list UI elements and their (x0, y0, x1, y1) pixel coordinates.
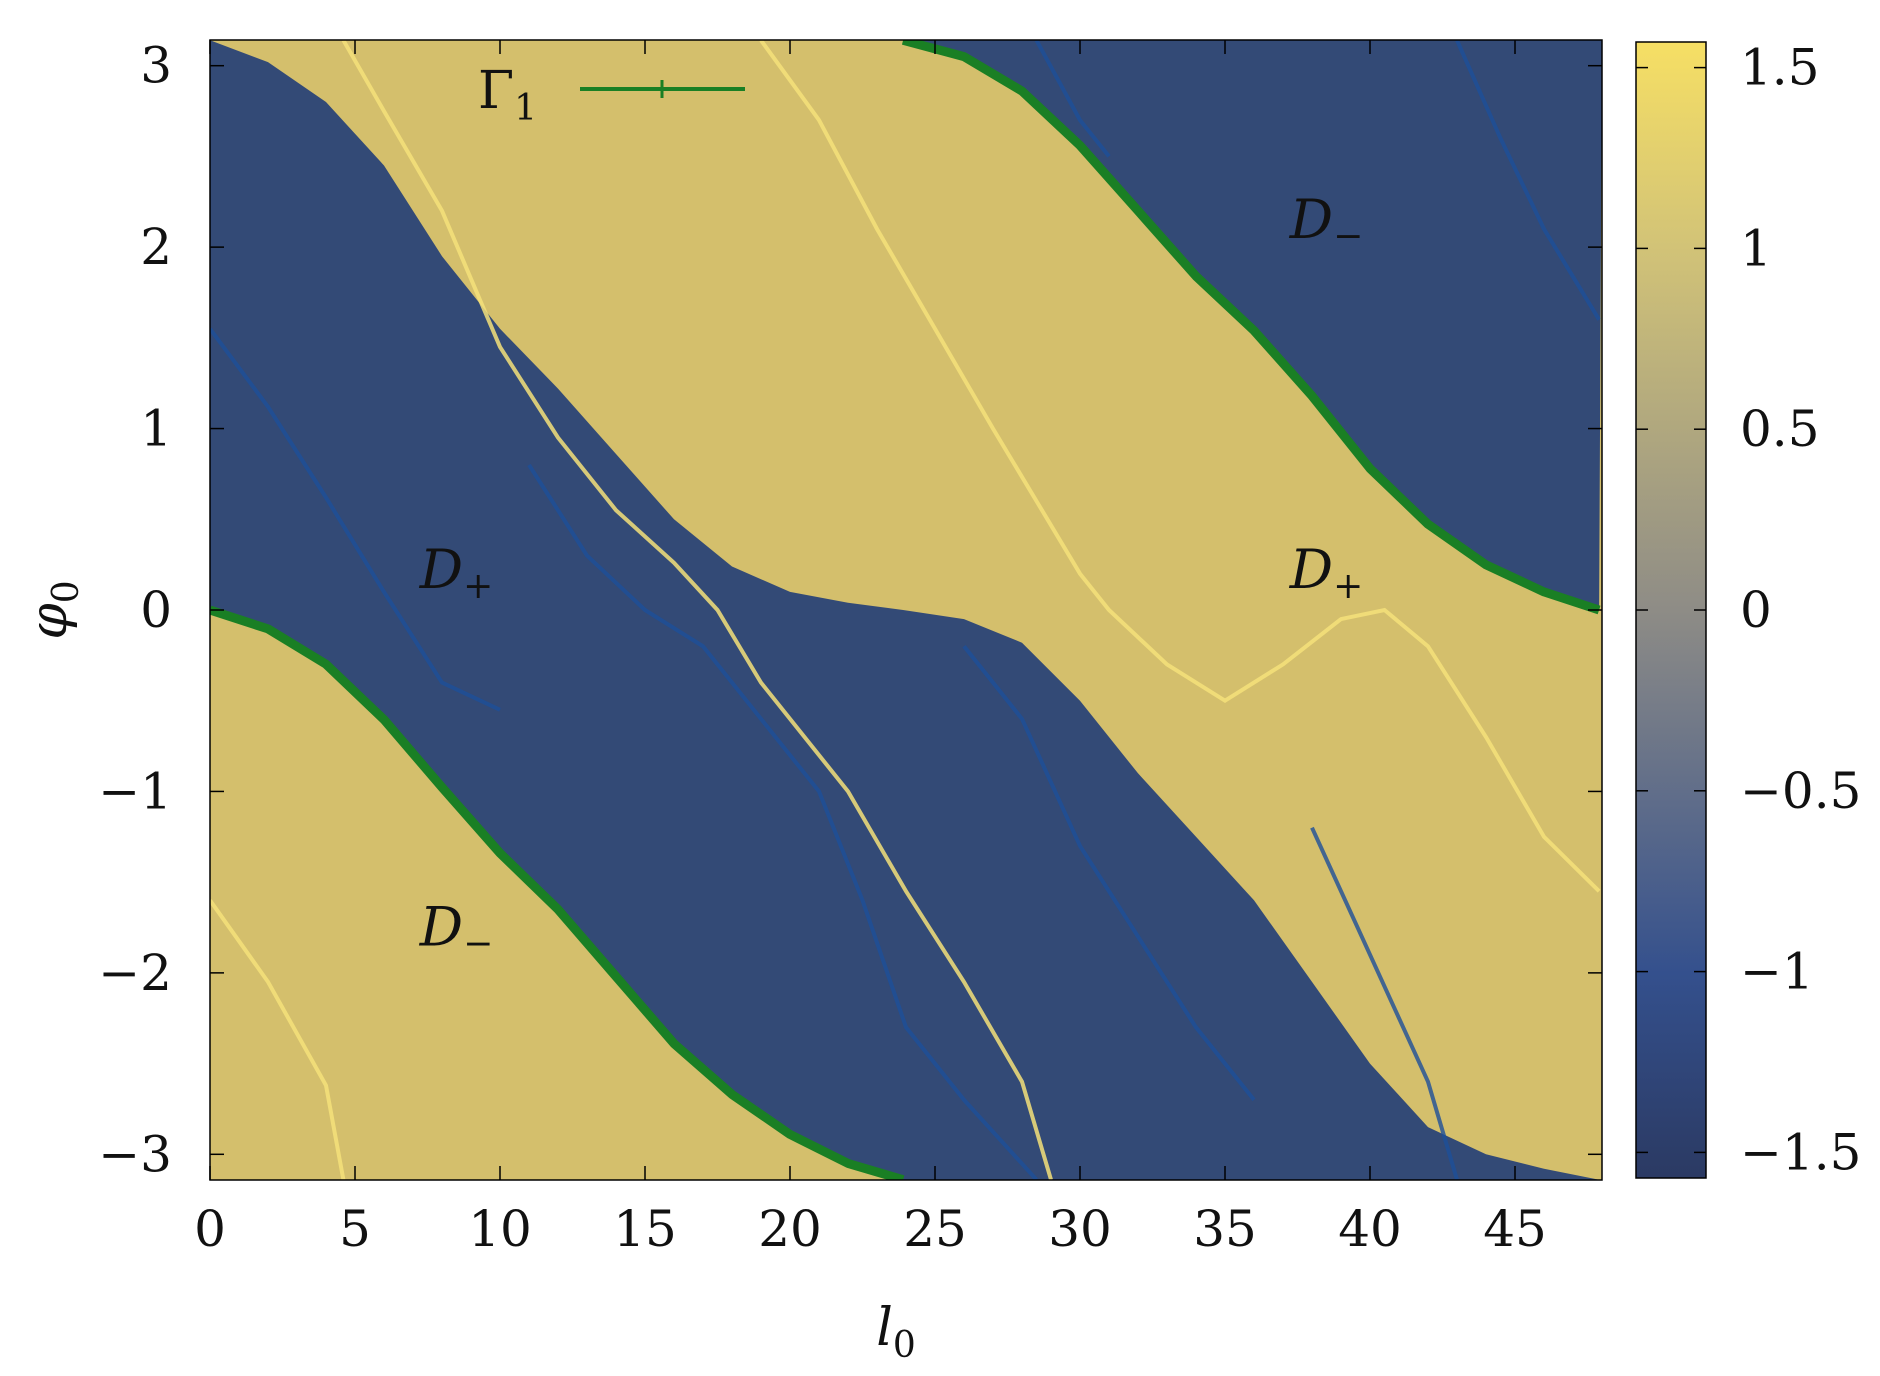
x-tick-label: 15 (613, 1200, 677, 1258)
x-tick-label: 35 (1193, 1200, 1257, 1258)
x-tick-label: 45 (1483, 1200, 1547, 1258)
axis-titles: l0 φ0 (19, 580, 916, 1366)
yellow-ridge (759, 40, 1601, 893)
x-tick-label: 20 (758, 1200, 822, 1258)
blue-ridge (1455, 40, 1601, 321)
gamma-curve-segment (210, 605, 905, 1180)
region-annotations: D+ D− D− D+ (419, 188, 1363, 965)
blue-ridge (527, 463, 1038, 1180)
x-axis-title: l0 (876, 1298, 916, 1366)
region-label: D+ (419, 538, 493, 607)
y-tick-label: −3 (98, 1125, 172, 1183)
x-tick-label: 25 (903, 1200, 967, 1258)
yellow-ridge (210, 899, 346, 1180)
colorbar-tick-label: 1 (1740, 219, 1772, 277)
x-tick-label: 30 (1048, 1200, 1112, 1258)
colorbar-tick-label: −1.5 (1740, 1123, 1861, 1181)
gamma-curve-segment (901, 40, 1601, 615)
y-tick-label: 0 (140, 581, 172, 639)
region-label: D− (1289, 188, 1363, 257)
x-tick-label: 10 (468, 1200, 532, 1258)
ridge-lines (210, 40, 1601, 1180)
colorbar-tick-label: 1.5 (1740, 39, 1820, 97)
blue-region (210, 40, 1602, 1180)
colorbar-tick-label: 0.5 (1740, 400, 1820, 458)
legend: Γ1 (478, 61, 745, 129)
colorbar-tick-label: −1 (1740, 943, 1814, 1001)
y-tick-label: 3 (140, 37, 172, 95)
y-tick-label: −1 (98, 762, 172, 820)
gamma-curve (210, 40, 1601, 1180)
x-tick-label: 40 (1338, 1200, 1402, 1258)
blue-ridge (1310, 826, 1459, 1180)
blue-ridge (210, 327, 501, 712)
colorbar-tick-label: 0 (1740, 581, 1772, 639)
y-tick-label: 2 (140, 218, 172, 276)
region-label: D− (419, 896, 493, 965)
y-tick-label: 1 (140, 400, 172, 458)
axis-ticks: 0 5 10 15 20 25 30 35 40 45 −3 −2 −1 0 1 2 3 (98, 37, 1602, 1258)
x-tick-label: 0 (194, 1200, 226, 1258)
blue-ridge (1034, 40, 1111, 158)
y-tick-label: −2 (98, 944, 172, 1002)
blue-ridge (962, 645, 1256, 1102)
yellow-ridge (341, 40, 1053, 1180)
colorbar: −1.5 −1 −0.5 0 0.5 1 1.5 (1635, 39, 1861, 1181)
plot-area (209, 39, 1603, 1181)
x-tick-label: 5 (339, 1200, 371, 1258)
legend-label: Γ1 (478, 61, 537, 129)
region-label: D+ (1289, 538, 1363, 607)
y-axis-title: φ0 (19, 580, 87, 639)
colorbar-tick-label: −0.5 (1740, 762, 1861, 820)
